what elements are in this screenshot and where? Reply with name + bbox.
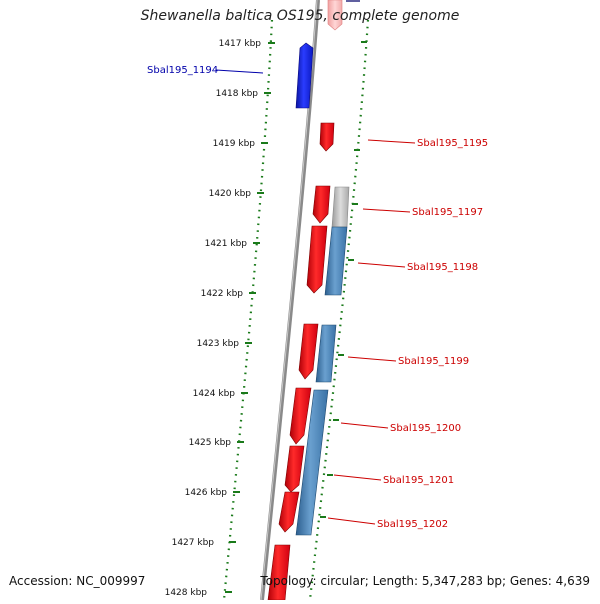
gene-arrow-sbal195-1199[interactable] — [298, 323, 319, 380]
gene-label-sbal195-1198[interactable]: Sbal195_1198 — [407, 262, 478, 273]
ruler-label: 1424 kbp — [193, 389, 236, 399]
right-tick-track — [308, 19, 370, 601]
ruler-label: 1419 kbp — [213, 139, 256, 149]
ruler-label: 1423 kbp — [197, 339, 240, 349]
ruler-major-ticks — [225, 42, 275, 593]
gene-label-sbal195-1200[interactable]: Sbal195_1200 — [390, 423, 461, 434]
ruler-label: 1422 kbp — [201, 289, 244, 299]
feature-block-partial-top-edge — [346, 0, 360, 2]
ruler-label: 1417 kbp — [219, 39, 262, 49]
feature-block-partial-top[interactable] — [327, 0, 343, 31]
gene-labels: Sbal195_1194 Sbal195_1195 Sbal195_1197 S… — [147, 65, 488, 530]
gene-arrow-sbal195-1194[interactable] — [295, 42, 314, 109]
genome-backbone — [260, 0, 320, 601]
accession-text: Accession: NC_009997 — [9, 574, 146, 588]
gene-label-sbal195-1197[interactable]: Sbal195_1197 — [412, 207, 483, 218]
genome-title: Shewanella baltica OS195, complete genom… — [140, 8, 460, 24]
topology-text: Topology: circular; Length: 5,347,283 bp… — [260, 574, 590, 588]
feature-block-steel-long[interactable] — [295, 389, 329, 536]
ruler-label: 1421 kbp — [205, 239, 248, 249]
gene-label-sbal195-1194[interactable]: Sbal195_1194 — [147, 65, 218, 76]
gene-arrow-sbal195-1201[interactable] — [284, 445, 305, 493]
gene-label-sbal195-1201[interactable]: Sbal195_1201 — [383, 475, 454, 486]
left-tick-track — [222, 19, 274, 601]
feature-block-steel-1198[interactable] — [324, 226, 348, 296]
feature-block-grey[interactable] — [331, 186, 350, 228]
ruler-label: 1427 kbp — [172, 538, 215, 548]
label-leader-lines — [215, 69, 416, 525]
ruler-right-ticks — [320, 41, 367, 518]
ruler-label: 1418 kbp — [216, 89, 259, 99]
gene-arrow-sbal195-1200[interactable] — [289, 387, 312, 445]
ruler-labels: 1417 kbp 1418 kbp 1419 kbp 1420 kbp 1421… — [165, 39, 262, 598]
ruler-label: 1425 kbp — [189, 438, 232, 448]
gene-arrow-sbal195-1195[interactable] — [319, 122, 335, 152]
gene-arrow-sbal195-1197[interactable] — [312, 185, 331, 224]
gene-label-sbal195-1202[interactable]: Sbal195_1202 — [377, 519, 448, 530]
ruler-label: 1426 kbp — [185, 488, 228, 498]
ruler-label: 1428 kbp — [165, 588, 208, 598]
gene-arrow-bottom-partial[interactable] — [267, 544, 291, 601]
gene-arrow-sbal195-1202[interactable] — [278, 491, 300, 533]
gene-label-sbal195-1195[interactable]: Sbal195_1195 — [417, 138, 488, 149]
feature-block-steel-1199[interactable] — [315, 324, 337, 383]
gene-label-sbal195-1199[interactable]: Sbal195_1199 — [398, 356, 469, 367]
ruler-label: 1420 kbp — [209, 189, 252, 199]
gene-arrow-sbal195-1198[interactable] — [306, 225, 328, 294]
